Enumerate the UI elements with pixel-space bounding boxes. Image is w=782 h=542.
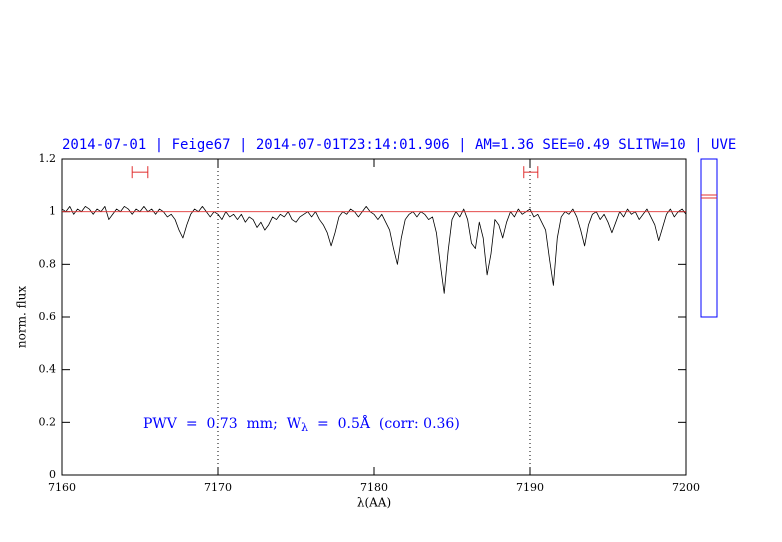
chart-title: 2014-07-01 | Feige67 | 2014-07-01T23:14:… xyxy=(62,137,736,153)
range-marker xyxy=(131,166,149,179)
y-tick-label: 1 xyxy=(49,205,56,218)
annotation-text: PWV = 0.73 mm; W xyxy=(143,416,302,432)
y-tick-label: 0.2 xyxy=(39,415,57,428)
series-line xyxy=(61,205,687,294)
y-tick-label: 0.8 xyxy=(39,257,57,270)
x-tick-label: 7170 xyxy=(204,481,232,494)
x-tick-label: 7160 xyxy=(48,481,76,494)
range-marker xyxy=(523,166,539,179)
annotation: PWV = 0.73 mm; Wλ = 0.5Å (corr: 0.36) xyxy=(143,414,460,434)
y-tick-label: 0 xyxy=(49,468,56,481)
side-panel xyxy=(700,158,718,318)
x-tick-label: 7190 xyxy=(516,481,544,494)
annotation-subscript: λ xyxy=(301,421,308,434)
y-tick-label: 0.6 xyxy=(39,310,57,323)
y-axis-label: norm. flux xyxy=(15,286,29,348)
y-tick-label: 1.2 xyxy=(39,152,57,165)
x-axis-label: λ(AA) xyxy=(357,496,391,510)
x-tick-label: 7180 xyxy=(360,481,388,494)
x-tick-label: 7200 xyxy=(672,481,700,494)
annotation-text: = 0.5Å (corr: 0.36) xyxy=(308,414,460,432)
y-tick-label: 0.4 xyxy=(39,363,57,376)
